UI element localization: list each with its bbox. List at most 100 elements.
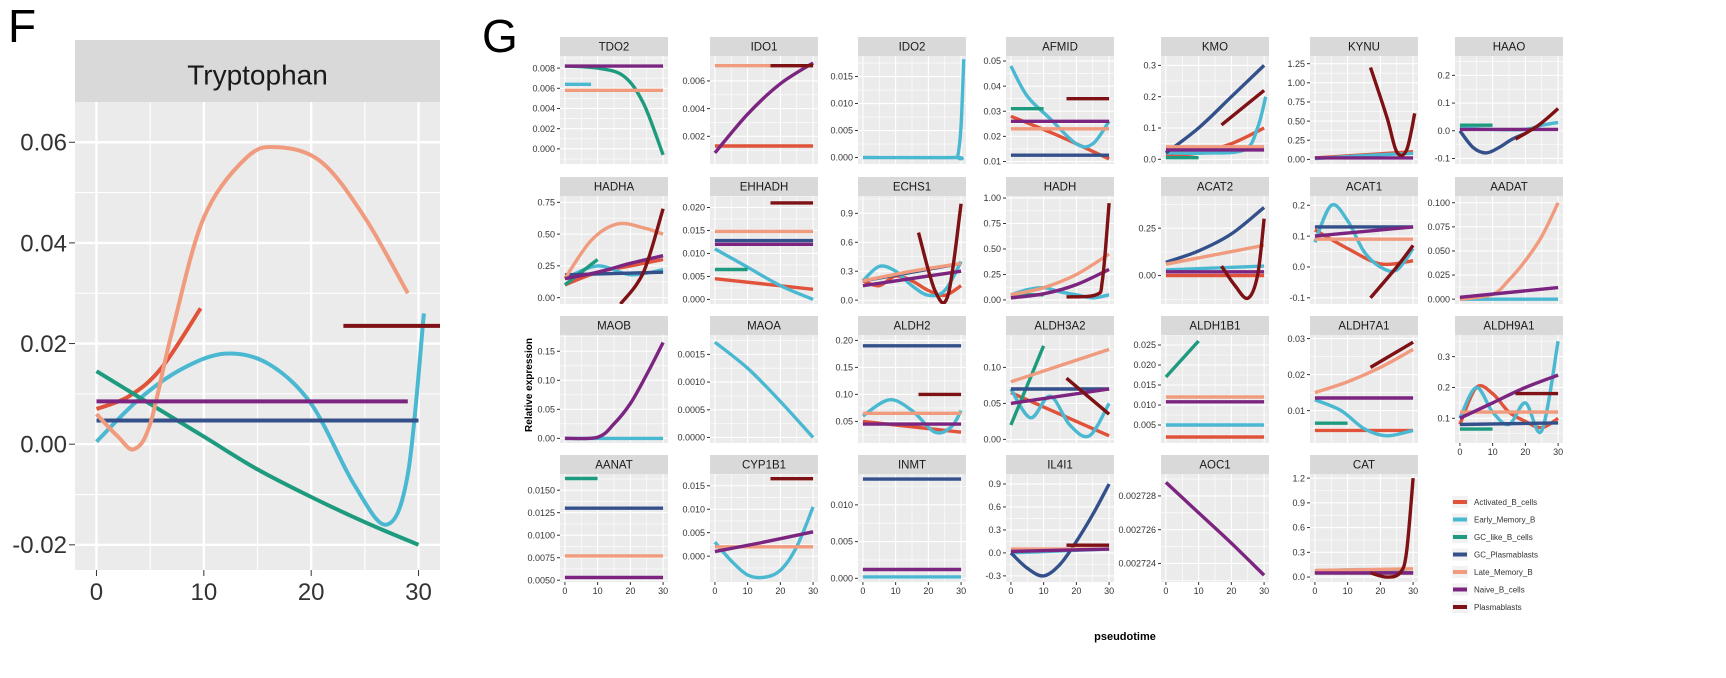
facet-title: HADHA — [594, 182, 635, 194]
y-tick-label: 0.020 — [682, 203, 705, 213]
series-line-plasmablasts — [1066, 202, 1111, 299]
y-tick-label: 1.2 — [1292, 473, 1305, 483]
y-tick-label: 0.025 — [1427, 270, 1450, 280]
facet-cat: CAT 0.0 0.3 0.6 0.9 1.2 0 10 20 30 — [1292, 455, 1418, 596]
facet-title: MAOB — [597, 321, 631, 333]
y-tick-label: 0.04 — [983, 81, 1001, 91]
panel-letter-f: F — [8, 0, 36, 52]
y-tick-label: 0.000 — [830, 153, 853, 163]
y-tick-label: 0.0 — [1143, 154, 1156, 164]
facet-title: Tryptophan — [187, 60, 328, 91]
y-tick-label: 0.020 — [1133, 360, 1156, 370]
y-tick-label: 0.005 — [1133, 420, 1156, 430]
facet-inmt: INMT 0.000 0.005 0.010 0 10 20 30 — [830, 455, 966, 596]
series-line-naive-b-cells — [564, 341, 665, 441]
y-tick-label: 0.05 — [983, 399, 1001, 409]
x-tick-label: 10 — [743, 586, 753, 596]
series-lines — [564, 341, 665, 441]
y-tick-label: 0.010 — [830, 500, 853, 510]
facet-maob: MAOB 0.00 0.05 0.10 0.15 — [537, 316, 668, 444]
x-tick-label: 0 — [1312, 586, 1317, 596]
series-lines — [713, 340, 815, 439]
y-tick-label: 0.100 — [1427, 198, 1450, 208]
y-tick-label: 0.02 — [1287, 370, 1305, 380]
facet-strip — [560, 177, 668, 196]
series-line-early-memory-b — [1314, 398, 1414, 438]
y-tick-label: 0.9 — [988, 479, 1001, 489]
y-tick-label: 0.3 — [1437, 352, 1450, 362]
y-tick-label: 0.15 — [537, 346, 555, 356]
x-tick-label: 30 — [405, 579, 432, 606]
series-line-naive-b-cells — [862, 269, 962, 288]
facet-ido2: IDO2 0.000 0.005 0.010 0.015 — [830, 37, 966, 164]
facet-title: HADH — [1044, 182, 1077, 194]
y-tick-label: 0.005 — [682, 528, 705, 538]
facet-strip — [710, 316, 818, 335]
y-tick-label: 0.25 — [537, 261, 555, 271]
series-lines — [1458, 340, 1560, 435]
y-tick-label: 0.10 — [835, 390, 853, 400]
y-tick-label: 0.25 — [1287, 135, 1305, 145]
series-line-plasmablasts — [1220, 218, 1266, 301]
y-tick-label: 0.005 — [830, 537, 853, 547]
y-tick-label: 0.3 — [1143, 61, 1156, 71]
y-tick-label: 0.75 — [983, 219, 1001, 229]
x-axis-title: pseudotime — [1094, 631, 1156, 643]
legend-label: GC_Plasmablasts — [1474, 551, 1538, 560]
series-lines — [713, 477, 815, 580]
y-tick-label: 0.2 — [1143, 92, 1156, 102]
series-line-gc-like-b-cells — [95, 369, 420, 547]
facet-tdo2: TDO2 0.000 0.002 0.004 0.006 0.008 — [532, 37, 668, 164]
legend-label: Naive_B_cells — [1474, 586, 1525, 595]
y-tick-label: 0.6 — [1292, 523, 1305, 533]
series-lines — [714, 201, 814, 301]
series-lines — [861, 203, 963, 304]
series-line-plasmablasts — [619, 208, 665, 304]
y-tick-label: 0.50 — [537, 229, 555, 239]
facet-title: ALDH2 — [893, 321, 930, 333]
y-tick-label: -0.02 — [12, 532, 67, 559]
series-lines — [1313, 202, 1415, 299]
series-line-naive-b-cells — [1164, 481, 1266, 577]
facet-title: ALDH7A1 — [1338, 321, 1389, 333]
series-line-naive-b-cells — [1010, 387, 1110, 406]
facet-tryptophan: Tryptophan -0.02 0.00 0.02 0.04 0.06 0 10 20 30 — [12, 40, 440, 606]
y-tick-label: 0.010 — [830, 99, 853, 109]
y-tick-label: 0.0005 — [677, 405, 705, 415]
series-lines — [862, 59, 966, 161]
facet-aldh1b1: ALDH1B1 0.005 0.010 0.015 0.020 0.025 — [1133, 316, 1269, 443]
series-line-late-memory-b — [1010, 252, 1110, 297]
y-tick-label: 1.25 — [1287, 59, 1305, 69]
y-tick-label: 0.3 — [1292, 547, 1305, 557]
legend-label: Activated_B_cells — [1474, 498, 1537, 507]
y-tick-label: 0.04 — [20, 230, 67, 257]
series-line-early-memory-b — [1165, 264, 1265, 272]
y-tick-label: 0.006 — [682, 76, 705, 86]
facet-title: ALDH3A2 — [1034, 321, 1085, 333]
series-lines — [1165, 206, 1266, 301]
y-tick-label: 0.0010 — [677, 377, 705, 387]
series-line-activated-b-cells — [714, 277, 814, 291]
y-tick-label: 0.75 — [537, 198, 555, 208]
series-line-plasmablasts — [1514, 107, 1560, 141]
facet-title: INMT — [898, 460, 926, 472]
grid-lines — [1006, 474, 1114, 582]
y-tick-label: 0.10 — [537, 375, 555, 385]
y-tick-label: 0.05 — [983, 56, 1001, 66]
series-line-gc-plasmablasts — [1458, 129, 1527, 155]
x-tick-label: 20 — [775, 586, 785, 596]
y-tick-label: 0.000 — [532, 144, 555, 154]
legend-label: Late_Memory_B — [1474, 568, 1533, 577]
y-axis-title: Relative expression — [524, 338, 535, 432]
y-tick-label: 0.2 — [1437, 71, 1450, 81]
y-tick-label: 0.00 — [1287, 155, 1305, 165]
series-lines — [1458, 107, 1560, 155]
facet-title: CAT — [1353, 460, 1375, 472]
y-tick-label: 0.002 — [532, 124, 555, 134]
series-line-late-memory-b — [1314, 567, 1414, 573]
series-line-naive-b-cells — [713, 61, 815, 155]
facet-strip — [1310, 316, 1418, 335]
y-tick-label: 0.0 — [1437, 126, 1450, 136]
legend-label: GC_like_B_cells — [1474, 533, 1533, 542]
y-tick-label: 0.05 — [835, 417, 853, 427]
